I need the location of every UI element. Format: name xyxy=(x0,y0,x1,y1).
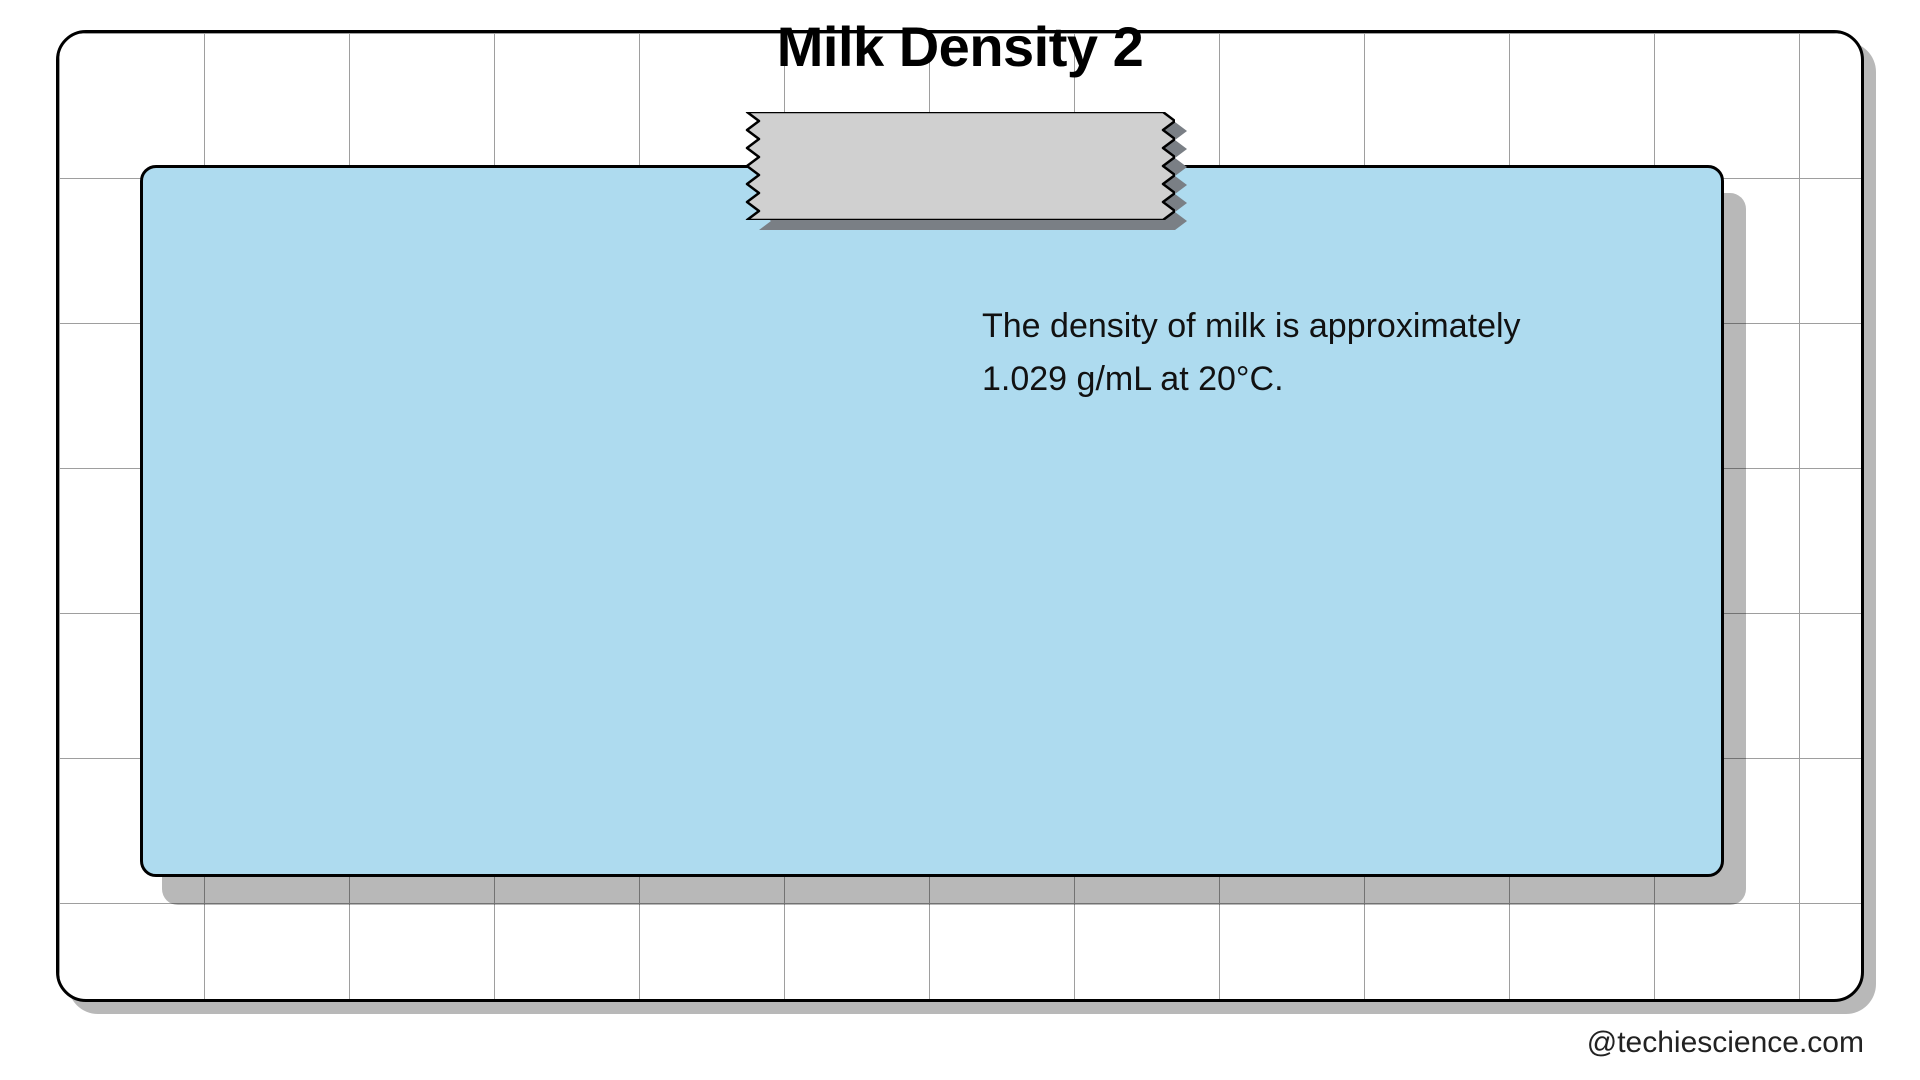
info-card-text: The density of milk is approximately 1.0… xyxy=(982,300,1602,405)
attribution-text: @techiescience.com xyxy=(1587,1026,1864,1060)
tape-decoration xyxy=(735,112,1185,242)
page-title: Milk Density 2 xyxy=(777,14,1143,79)
info-card xyxy=(140,165,1724,877)
tape-front xyxy=(735,112,1175,220)
